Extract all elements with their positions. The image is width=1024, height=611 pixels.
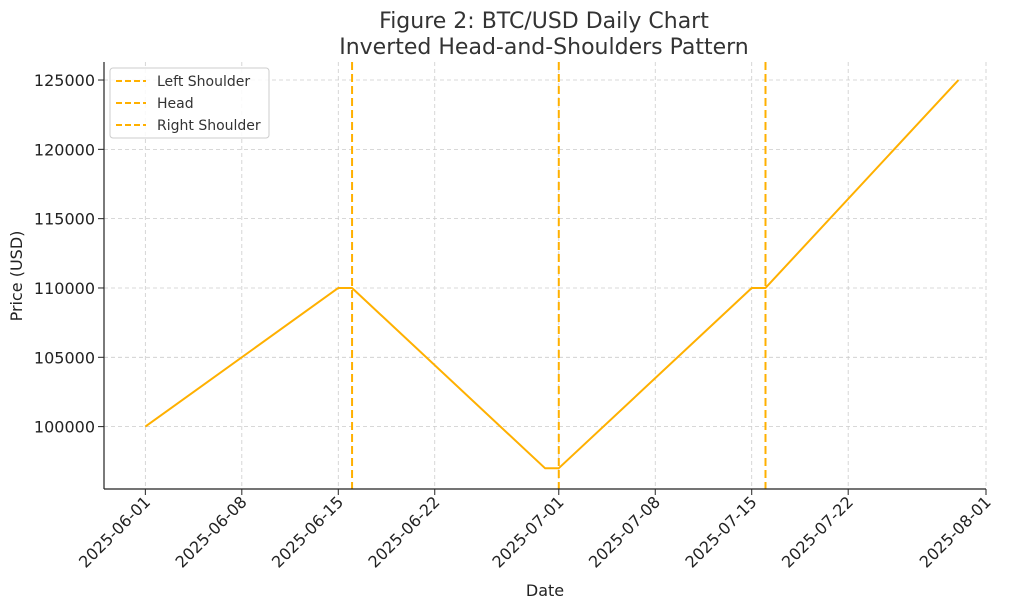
pattern-markers	[351, 62, 767, 489]
x-axis-label: Date	[526, 581, 564, 600]
x-ticks: 2025-06-01 2025-06-08 2025-06-15 2025-06-22…	[75, 489, 995, 572]
x-tick-label: 2025-07-08	[585, 492, 664, 571]
x-tick-label: 2025-06-22	[364, 492, 443, 571]
x-tick-label: 2025-07-01	[488, 492, 567, 571]
x-tick-label: 2025-06-15	[268, 492, 347, 571]
x-tick-label: 2025-06-01	[75, 492, 154, 571]
series-layer	[144, 79, 960, 470]
y-tick-label: 125000	[34, 71, 95, 90]
y-tick-label: 115000	[34, 210, 95, 229]
y-axis-label: Price (USD)	[7, 231, 26, 322]
x-tick-label: 2025-07-22	[778, 492, 857, 571]
x-tick-label: 2025-06-08	[171, 492, 250, 571]
y-tick-label: 110000	[34, 279, 95, 298]
legend-box	[109, 67, 270, 139]
axes	[103, 62, 986, 490]
price-line	[144, 79, 960, 470]
y-tick-label: 105000	[34, 348, 95, 367]
x-tick-label: 2025-07-15	[681, 492, 760, 571]
legend-label-left-shoulder: Left Shoulder	[157, 74, 250, 90]
chart-title-line1: Figure 2: BTC/USD Daily Chart	[379, 9, 709, 34]
legend: Left Shoulder Head Right Shoulder	[109, 67, 270, 139]
y-ticks: 100000 105000 110000 115000 120000 125000	[34, 71, 104, 437]
legend-label-right-shoulder: Right Shoulder	[157, 118, 261, 134]
y-tick-label: 120000	[34, 140, 95, 159]
chart-title-line2: Inverted Head-and-Shoulders Pattern	[339, 35, 749, 60]
y-tick-label: 100000	[34, 418, 95, 437]
x-tick-label: 2025-08-01	[916, 492, 995, 571]
legend-label-head: Head	[157, 96, 194, 112]
